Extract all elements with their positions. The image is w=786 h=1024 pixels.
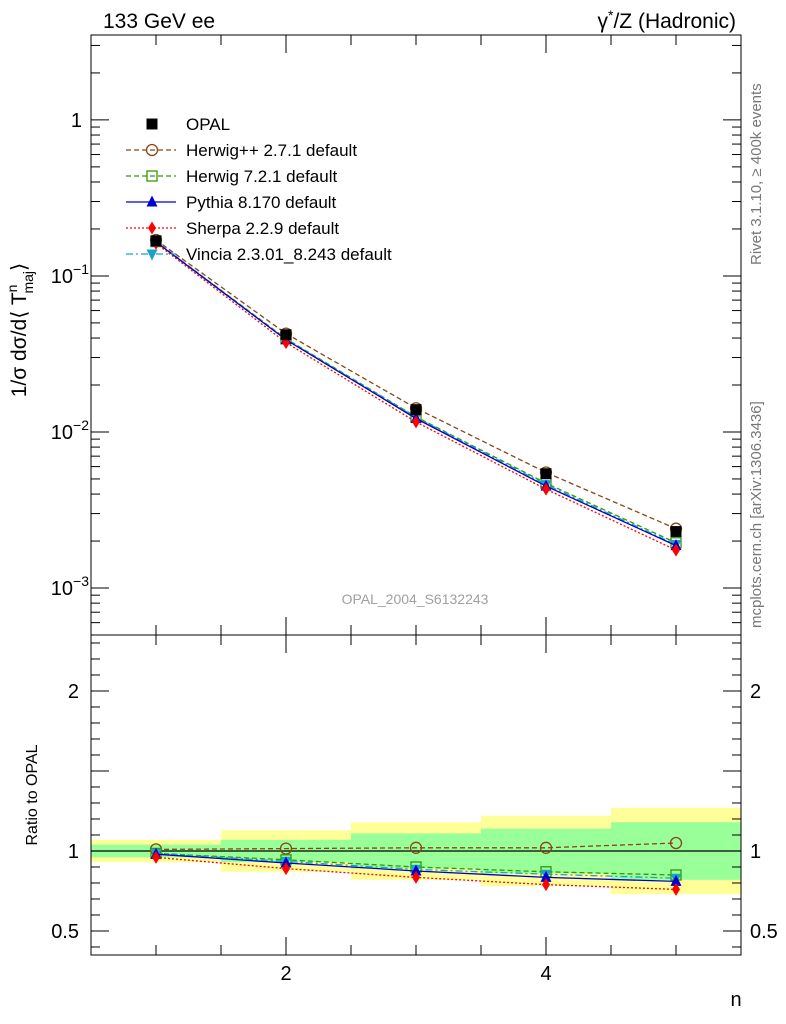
legend: OPAL Herwig++ 2.7.1 default Herwig 7.2.1 d… <box>126 115 392 264</box>
legend-label-vincia: Vincia 2.3.01_8.243 default <box>186 245 392 264</box>
legend-label-herwig7: Herwig 7.2.1 default <box>186 167 337 186</box>
x-tick-label: 4 <box>540 963 551 985</box>
main-y-label-sup: n <box>4 285 20 293</box>
ratio-point-pythia-3 <box>410 864 422 876</box>
energy-title: 133 GeV ee <box>103 10 215 33</box>
main-y-tick-label: 1 <box>71 110 82 132</box>
legend-item-sherpa: Sherpa 2.2.9 default <box>126 219 339 238</box>
legend-label-herwigpp: Herwig++ 2.7.1 default <box>186 141 357 160</box>
ratio-point-sherpa-3 <box>412 870 420 884</box>
legend-label-opal: OPAL <box>186 115 230 134</box>
legend-item-pythia: Pythia 8.170 default <box>126 193 337 212</box>
legend-marker-vincia <box>146 249 158 261</box>
legend-marker-opal <box>146 118 158 130</box>
process-title-sup: * <box>608 7 614 23</box>
ratio-y-label: Ratio to OPAL <box>24 744 41 845</box>
main-y-label-prefix: 1/σ dσ/d⟨ T <box>8 292 31 397</box>
ratio-point-pythia-4 <box>540 870 552 882</box>
ratio-point-sherpa-2 <box>282 862 290 876</box>
ratio-plot-area <box>91 807 741 896</box>
mcplots-note: mcplots.cern.ch [arXiv:1306.3436] <box>748 401 765 628</box>
main-line-herwigpp <box>155 239 677 530</box>
main-y-tick-label: 10−3 <box>51 573 89 600</box>
legend-item-herwigpp: Herwig++ 2.7.1 default <box>126 141 357 160</box>
rivet-note: Rivet 3.1.10, ≥ 400k events <box>748 83 765 265</box>
main-y-tick-label: 10−1 <box>51 261 89 288</box>
legend-marker-sherpa <box>148 221 156 235</box>
ratio-point-pythia-5 <box>670 874 682 886</box>
main-y-label: 1/σ dσ/d⟨ Tnmaj⟩ <box>4 263 36 398</box>
process-title: γ*/Z (Hadronic) <box>598 7 736 33</box>
ratio-point-sherpa-1 <box>152 850 160 864</box>
analysis-watermark: OPAL_2004_S6132243 <box>342 591 489 607</box>
ratio-point-herwigpp-5 <box>669 836 683 850</box>
ratio-point-sherpa-5 <box>672 882 680 896</box>
main-point-opal-3 <box>410 404 422 416</box>
ratio-point-pythia-2 <box>280 856 292 868</box>
legend-marker-herwigpp <box>145 143 159 157</box>
main-line-sherpa <box>155 242 677 551</box>
main-point-sherpa-3 <box>412 415 420 429</box>
process-title-rest: /Z (Hadronic) <box>613 10 736 33</box>
legend-label-sherpa: Sherpa 2.2.9 default <box>186 219 339 238</box>
main-y-tick-label: 10−2 <box>51 417 89 444</box>
main-y-label-sub: maj <box>20 271 36 294</box>
process-title-base: γ <box>598 10 609 33</box>
ratio-point-herwigpp-2 <box>279 842 293 855</box>
ratio-y-tick-label-right: 2 <box>750 681 761 703</box>
main-point-opal-1 <box>150 235 162 247</box>
main-point-opal-5 <box>670 526 682 538</box>
main-point-opal-2 <box>280 329 292 341</box>
ratio-point-sherpa-4 <box>542 878 550 892</box>
ratio-line-herwigpp <box>155 842 677 851</box>
ratio-panel: 0.5 0.5 1 1 2 2 2 4 Ratio to OPAL n <box>24 634 778 1011</box>
ratio-panel-frame <box>90 634 742 956</box>
ratio-y-tick-label-right: 1 <box>750 841 761 863</box>
ratio-y-tick-label: 1 <box>68 841 79 863</box>
main-line-herwig7 <box>155 241 677 544</box>
main-plot-area <box>149 233 683 557</box>
ratio-point-herwigpp-3 <box>409 841 423 854</box>
legend-item-herwig7: Herwig 7.2.1 default <box>126 167 337 186</box>
main-point-sherpa-4 <box>542 482 550 496</box>
legend-marker-pythia <box>146 195 158 207</box>
ratio-point-herwigpp-4 <box>539 841 553 854</box>
main-line-vincia <box>155 241 677 546</box>
main-point-opal-4 <box>540 468 552 480</box>
ratio-y-tick-label: 2 <box>68 681 79 703</box>
legend-marker-herwig7 <box>146 170 158 182</box>
main-line-pythia <box>155 241 677 547</box>
legend-label-pythia: Pythia 8.170 default <box>186 193 337 212</box>
ratio-axis-ticks: 0.5 0.5 1 1 2 2 2 4 <box>51 635 778 985</box>
legend-item-vincia: Vincia 2.3.01_8.243 default <box>126 245 392 264</box>
ratio-y-tick-label: 0.5 <box>51 921 79 943</box>
ratio-y-tick-label-right: 0.5 <box>750 921 778 943</box>
x-axis-label: n <box>730 989 741 1011</box>
main-y-label-suffix: ⟩ <box>8 263 31 271</box>
x-tick-label: 2 <box>280 963 291 985</box>
main-panel: 1 10−1 10−2 10−3 1/σ dσ/d⟨ Tnmaj⟩ OPAL_2004… <box>4 34 742 636</box>
main-axis-ticks: 1 10−1 10−2 10−3 <box>51 35 741 636</box>
main-point-sherpa-5 <box>672 543 680 557</box>
legend-item-opal: OPAL <box>146 115 230 134</box>
